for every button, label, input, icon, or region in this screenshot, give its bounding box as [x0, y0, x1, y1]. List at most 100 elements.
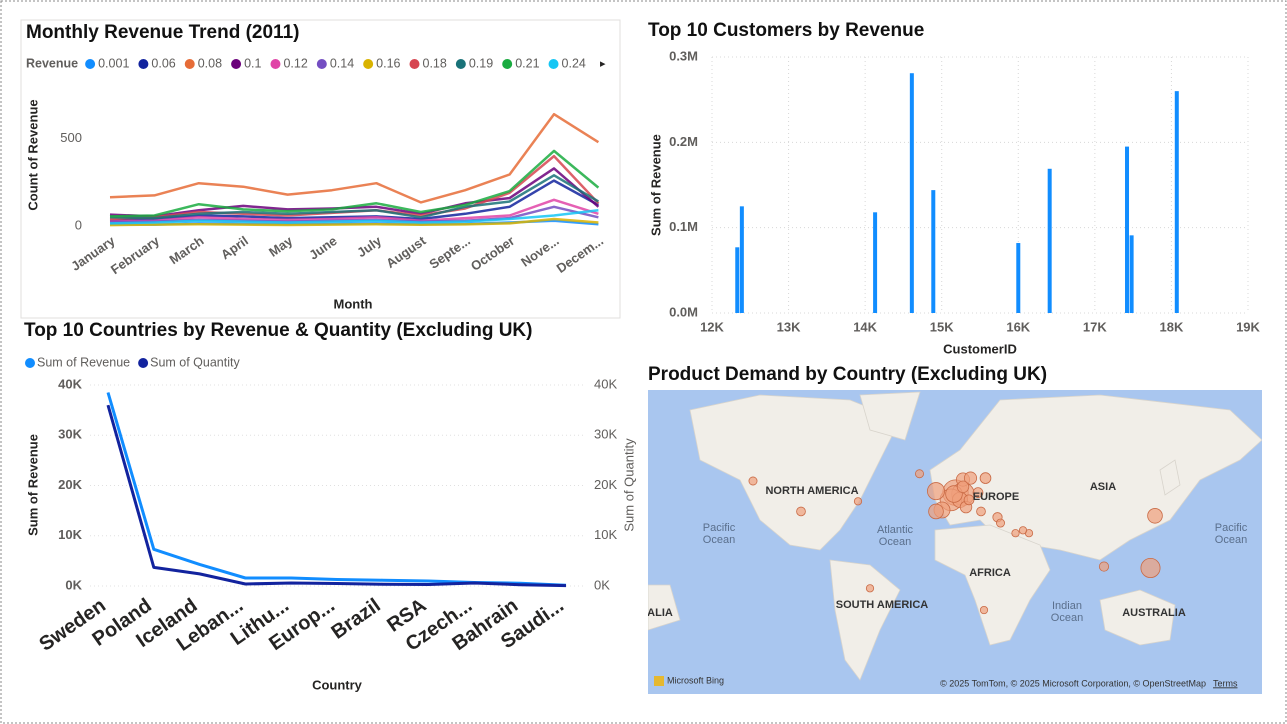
bubble: [1018, 526, 1028, 535]
y2-tick-label: 20K: [594, 477, 617, 492]
x-tick-label: June: [306, 233, 339, 263]
y-axis-title: Count of Revenue: [25, 99, 40, 210]
y-tick-label: 0.1M: [669, 219, 698, 234]
bar: [1016, 243, 1021, 313]
y2-tick-label: 40K: [594, 376, 617, 391]
y2-tick-label: 0K: [594, 577, 610, 592]
map-layer: NORTH AMERICA EUROPEASIAPacificOceanAtlan…: [647, 469, 1248, 624]
bar: [735, 247, 740, 313]
bubble: [963, 494, 975, 506]
x-tick-label: 13K: [777, 319, 801, 334]
y-tick-label: 0.3M: [669, 48, 698, 63]
bubble: [748, 476, 758, 486]
legend-label: 0.21: [515, 56, 539, 70]
x-tick-label: October: [468, 233, 517, 274]
bar: [909, 73, 914, 313]
y-tick-label: 30K: [58, 427, 82, 442]
x-axis-title: Country: [312, 677, 363, 692]
map-label: SOUTH AMERICA: [836, 599, 929, 611]
bar: [1174, 91, 1179, 313]
map-label: Ocean: [1051, 612, 1083, 624]
legend-marker: [548, 59, 559, 69]
bubble: [996, 518, 1005, 528]
series-line: [109, 174, 600, 220]
y-tick-label: 0.0M: [669, 304, 698, 319]
bar: [739, 206, 744, 313]
bubble: [927, 482, 945, 501]
legend-label: Sum of Quantity: [150, 355, 240, 369]
bubble: [796, 506, 806, 517]
x-tick-label: March: [167, 233, 207, 267]
legend-label: 0.24: [562, 56, 586, 70]
series-line: [109, 179, 600, 223]
legend-marker: [270, 59, 281, 69]
x-tick-label: 14K: [853, 319, 877, 334]
bubble: [1011, 529, 1020, 538]
x-tick-label: August: [383, 233, 429, 271]
legend-marker: [316, 59, 327, 69]
chart-title: Top 10 Countries by Revenue & Quantity (…: [24, 320, 532, 341]
map-label: Ocean: [703, 534, 735, 546]
legend-marker: [363, 59, 374, 69]
map-label: Ocean: [879, 536, 911, 548]
legend-marker: [409, 59, 420, 69]
x-tick-label: 19K: [1236, 319, 1260, 334]
y-tick-label: 20K: [58, 477, 82, 492]
terms-link[interactable]: Terms: [1213, 678, 1238, 688]
bubble: [1098, 561, 1110, 572]
map-label: EUROPE: [973, 491, 1019, 503]
map-label: Pacific: [1215, 522, 1248, 534]
chart-title: Top 10 Customers by Revenue: [648, 20, 924, 41]
map-label: NORTH AMERICA: [765, 485, 858, 497]
series-line: [106, 392, 567, 587]
bubble: [928, 503, 944, 520]
legend-marker: [138, 358, 149, 368]
legend-marker: [502, 59, 513, 69]
y2-axis-title: Sum of Quantity: [621, 438, 636, 532]
series-line: [109, 112, 600, 204]
series-line: [109, 209, 599, 225]
map: NORTH AMERICA EUROPEASIAPacificOceanAtlan…: [647, 390, 1262, 694]
bubble: [853, 497, 863, 506]
bubble: [976, 506, 986, 517]
legend-marker: [85, 59, 96, 69]
x-tick-label: Decem...: [554, 233, 606, 276]
legend-marker: [184, 59, 195, 69]
legend-label: Sum of Revenue: [37, 355, 130, 369]
series-line: [109, 217, 599, 227]
series-line: [106, 404, 567, 588]
y2-tick-label: 30K: [594, 427, 617, 442]
legend-scroll-arrow[interactable]: ▸: [600, 58, 606, 70]
map-provider: Microsoft Bing: [667, 675, 724, 685]
x-tick-label: 15K: [930, 319, 954, 334]
x-tick-label: 16K: [1006, 319, 1030, 334]
bubble: [1147, 508, 1163, 524]
bar: [1047, 168, 1052, 313]
x-tick-label: July: [354, 233, 385, 261]
legend-label: 0.08: [198, 56, 222, 70]
chart-title: Monthly Revenue Trend (2011): [26, 22, 299, 43]
map-label: ASIA: [1090, 481, 1116, 493]
x-tick-label: Septe...: [426, 233, 472, 272]
series-line: [109, 149, 600, 218]
series-line: [109, 167, 600, 218]
bubble: [865, 584, 875, 593]
map-label: ALIA: [647, 607, 673, 619]
bubble: [972, 487, 984, 498]
bubble: [963, 471, 978, 485]
legend-label: 0.14: [330, 56, 354, 70]
x-tick-label: 18K: [1159, 319, 1183, 334]
x-tick-label: Brazil: [327, 594, 384, 643]
legend-label: 0.18: [423, 56, 447, 70]
legend-title: Revenue: [26, 56, 78, 70]
x-tick-label: 12K: [700, 319, 724, 334]
legend-marker: [25, 358, 35, 368]
y-tick-label: 0: [75, 217, 82, 232]
map-label: AFRICA: [969, 567, 1011, 579]
legend-marker: [455, 59, 466, 69]
y-tick-label: 500: [60, 130, 82, 145]
bar: [1125, 146, 1130, 313]
x-tick-label: May: [266, 233, 296, 260]
legend-label: 0.12: [283, 56, 307, 70]
bubble: [1140, 558, 1161, 578]
